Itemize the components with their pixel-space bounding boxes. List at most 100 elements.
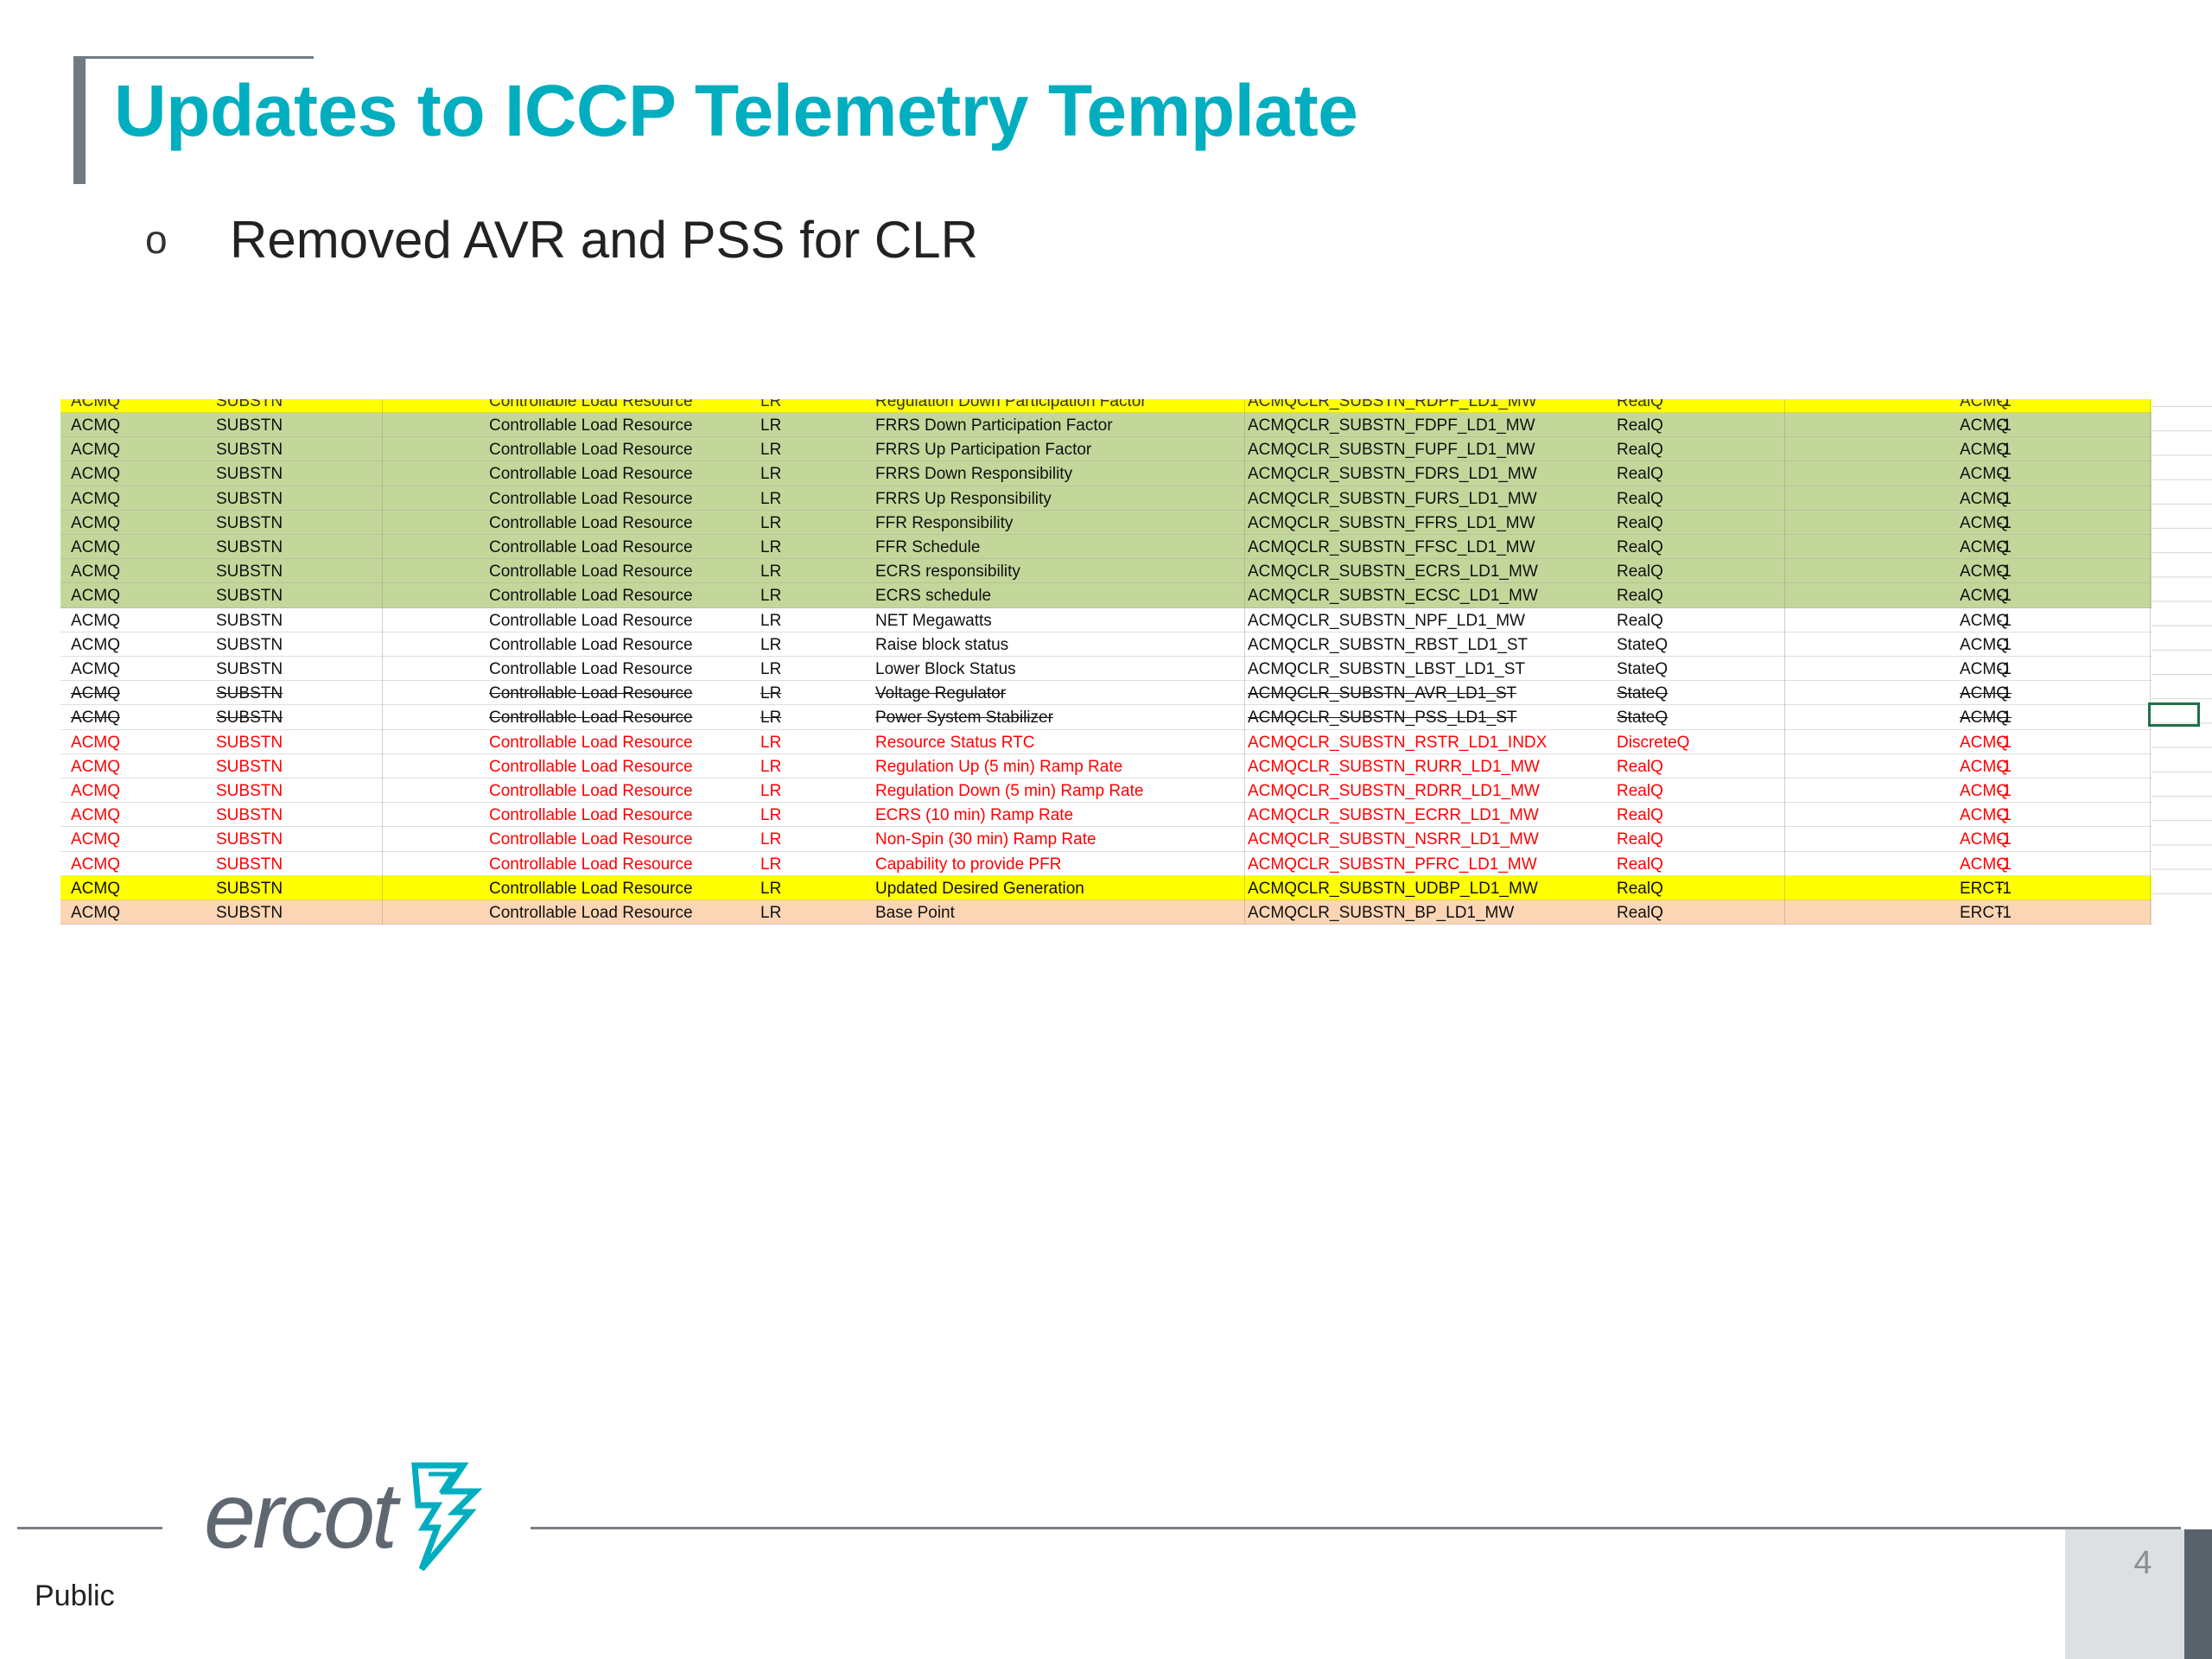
cell-station: SUBSTN (216, 441, 283, 460)
cell-station: SUBSTN (216, 806, 283, 825)
cell-resource-type: Controllable Load Resource (489, 416, 693, 435)
cell-data-type: StateQ (1617, 684, 1669, 703)
column-gridline (382, 399, 383, 925)
cell-type-code: LR (760, 611, 782, 630)
table-row[interactable]: ACMQ SUBSTN Controllable Load Resource LR FF… (60, 510, 2152, 535)
cell-data-type: RealQ (1617, 757, 1663, 776)
page-edge-accent (2184, 1529, 2212, 1659)
cell-station: SUBSTN (216, 757, 283, 776)
cell-iccp-point: ACMQCLR_SUBSTN_ECSC_LD1_MW (1248, 587, 1538, 606)
table-row[interactable]: ACMQ SUBSTN Controllable Load Resource LR NE… (60, 607, 2152, 632)
cell-multiplier: -1 (1997, 733, 2012, 752)
cell-description: FRRS Down Responsibility (875, 465, 1073, 484)
cell-iccp-point: ACMQCLR_SUBSTN_PSS_LD1_ST (1248, 709, 1517, 728)
cell-iccp-point: ACMQCLR_SUBSTN_AVR_LD1_ST (1248, 684, 1517, 703)
cell-market: ACMQ (71, 399, 120, 410)
cell-owner: ERCT (1960, 904, 2005, 922)
page-number-box (2065, 1529, 2184, 1659)
cell-iccp-point: ACMQCLR_SUBSTN_FUPF_LD1_MW (1248, 441, 1535, 460)
cell-data-type: RealQ (1617, 806, 1663, 825)
cell-resource-type: Controllable Load Resource (489, 684, 693, 703)
cell-type-code: LR (760, 399, 782, 410)
cell-station: SUBSTN (216, 904, 283, 922)
title-accent-line (73, 56, 314, 59)
cell-description: Regulation Down (5 min) Ramp Rate (875, 782, 1144, 800)
cell-description: FRRS Up Participation Factor (875, 441, 1092, 460)
cell-owner: ACMQ (1960, 806, 2009, 825)
cell-data-type: RealQ (1617, 538, 1663, 556)
cell-station: SUBSTN (216, 399, 283, 410)
slide-title: Updates to ICCP Telemetry Template (114, 70, 1358, 151)
cell-market: ACMQ (71, 538, 120, 556)
cell-owner: ACMQ (1960, 782, 2009, 800)
cell-description: Resource Status RTC (875, 733, 1035, 752)
cell-data-type: RealQ (1617, 587, 1663, 606)
cell-station: SUBSTN (216, 538, 283, 556)
cell-type-code: LR (760, 782, 782, 800)
cell-description: Updated Desired Generation (875, 879, 1084, 898)
table-row[interactable]: ACMQ SUBSTN Controllable Load Resource LR Re… (60, 779, 2152, 804)
table-row[interactable]: ACMQ SUBSTN Controllable Load Resource LR Ca… (60, 851, 2152, 876)
cell-description: Capability to provide PFR (875, 855, 1062, 874)
table-row[interactable]: ACMQ SUBSTN Controllable Load Resource LR Re… (60, 729, 2152, 754)
cell-type-code: LR (760, 757, 782, 776)
table-row[interactable]: ACMQ SUBSTN Controllable Load Resource LR EC… (60, 583, 2152, 608)
table-row[interactable]: ACMQ SUBSTN Controllable Load Resource LR EC… (60, 803, 2152, 828)
cell-description: ECRS schedule (875, 587, 992, 606)
cell-type-code: LR (760, 806, 782, 825)
cell-resource-type: Controllable Load Resource (489, 513, 693, 532)
table-row[interactable]: ACMQ SUBSTN Controllable Load Resource LR EC… (60, 559, 2152, 584)
cell-owner: ACMQ (1960, 587, 2009, 606)
cell-resource-type: Controllable Load Resource (489, 660, 693, 678)
cell-market: ACMQ (71, 441, 120, 460)
cell-multiplier: -1 (1997, 782, 2012, 800)
cell-data-type: RealQ (1617, 855, 1663, 874)
table-row[interactable]: ACMQ SUBSTN Controllable Load Resource LR Po… (60, 705, 2152, 730)
cell-owner: ACMQ (1960, 733, 2009, 752)
cell-description: Base Point (875, 904, 955, 922)
cell-iccp-point: ACMQCLR_SUBSTN_PFRC_LD1_MW (1248, 855, 1537, 874)
cell-owner: ACMQ (1960, 709, 2009, 728)
table-row[interactable]: ACMQ SUBSTN Controllable Load Resource LR No… (60, 827, 2152, 852)
table-row[interactable]: ACMQ SUBSTN Controllable Load Resource LR FR… (60, 461, 2152, 486)
table-row[interactable]: ACMQ SUBSTN Controllable Load Resource LR FR… (60, 413, 2152, 438)
cell-station: SUBSTN (216, 830, 283, 849)
cell-market: ACMQ (71, 489, 120, 508)
cell-multiplier: -1 (1997, 563, 2012, 582)
cell-market: ACMQ (71, 416, 120, 435)
title-accent-bar (73, 56, 86, 184)
cell-multiplier: -1 (1997, 855, 2012, 874)
table-row[interactable]: ACMQ SUBSTN Controllable Load Resource LR Up… (60, 875, 2152, 900)
cell-resource-type: Controllable Load Resource (489, 855, 693, 874)
cell-resource-type: Controllable Load Resource (489, 709, 693, 728)
cell-data-type: StateQ (1617, 709, 1669, 728)
cell-market: ACMQ (71, 587, 120, 606)
cell-iccp-point: ACMQCLR_SUBSTN_LBST_LD1_ST (1248, 660, 1525, 678)
cell-resource-type: Controllable Load Resource (489, 489, 693, 508)
bullet-text: Removed AVR and PSS for CLR (230, 210, 978, 269)
table-row[interactable]: ACMQ SUBSTN Controllable Load Resource LR Lo… (60, 657, 2152, 682)
table-row[interactable]: ACMQ SUBSTN Controllable Load Resource LR FR… (60, 486, 2152, 511)
table-row[interactable]: ACMQ SUBSTN Controllable Load Resource LR Ba… (60, 900, 2152, 925)
table-row[interactable]: ACMQ SUBSTN Controllable Load Resource LR Re… (60, 753, 2152, 779)
cell-type-code: LR (760, 465, 782, 484)
cell-market: ACMQ (71, 660, 120, 678)
table-row[interactable]: ACMQ SUBSTN Controllable Load Resource LR Vo… (60, 681, 2152, 706)
cell-resource-type: Controllable Load Resource (489, 830, 693, 849)
cell-type-code: LR (760, 489, 782, 508)
cell-market: ACMQ (71, 611, 120, 630)
bullet-marker: o (145, 217, 168, 262)
cell-iccp-point: ACMQCLR_SUBSTN_RDPF_LD1_MW (1248, 399, 1537, 410)
cell-resource-type: Controllable Load Resource (489, 904, 693, 922)
selected-cell[interactable] (2148, 702, 2200, 727)
cell-type-code: LR (760, 733, 782, 752)
table-row[interactable]: ACMQ SUBSTN Controllable Load Resource LR Ra… (60, 632, 2152, 657)
spreadsheet-empty-columns (2152, 406, 2212, 907)
cell-station: SUBSTN (216, 709, 283, 728)
cell-type-code: LR (760, 563, 782, 582)
cell-data-type: RealQ (1617, 416, 1663, 435)
table-row[interactable]: ACMQ SUBSTN Controllable Load Resource LR FR… (60, 437, 2152, 462)
cell-multiplier: -1 (1997, 399, 2012, 410)
table-row[interactable]: ACMQ SUBSTN Controllable Load Resource LR FF… (60, 535, 2152, 560)
cell-market: ACMQ (71, 782, 120, 800)
